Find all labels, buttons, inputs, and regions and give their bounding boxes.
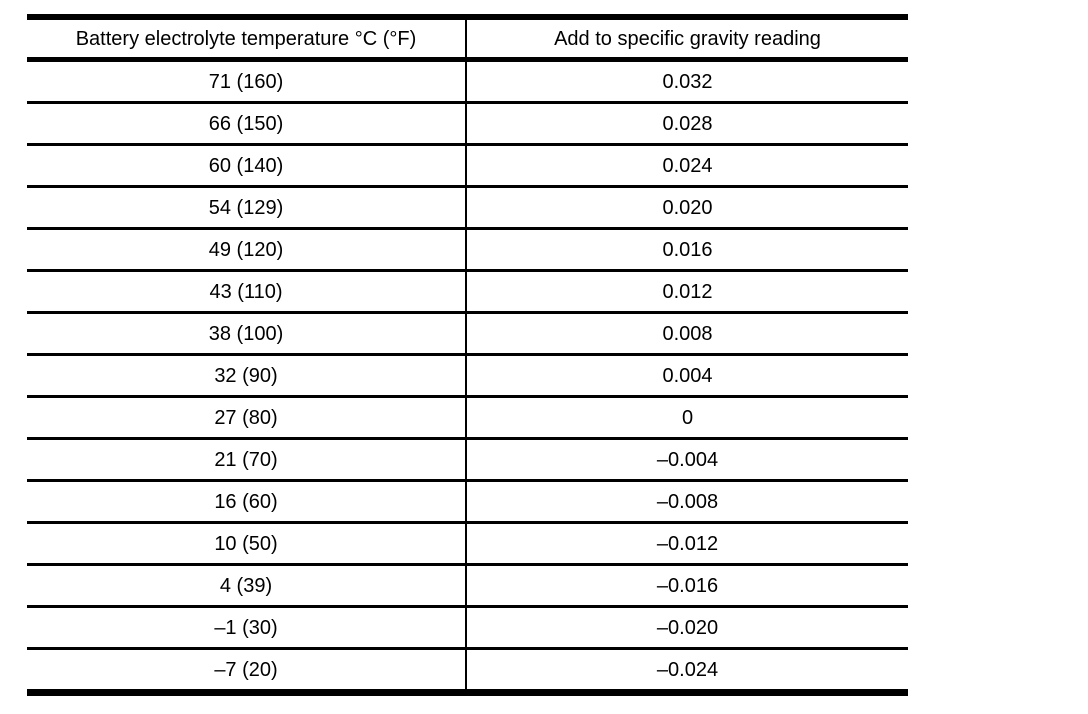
table-row: 38 (100) 0.008 — [27, 312, 908, 356]
temperature-cell: –1 (30) — [27, 606, 466, 650]
temperature-cell: 49 (120) — [27, 228, 466, 272]
table-row: 43 (110) 0.012 — [27, 270, 908, 314]
table-row: 10 (50) –0.012 — [27, 522, 908, 566]
temperature-cell: 60 (140) — [27, 144, 466, 188]
table-row: 54 (129) 0.020 — [27, 186, 908, 230]
gravity-correction-cell: –0.020 — [465, 606, 908, 650]
header-row: Battery electrolyte temperature °C (°F) … — [27, 17, 908, 62]
table-row: 21 (70) –0.004 — [27, 438, 908, 482]
gravity-correction-cell: 0.032 — [465, 59, 908, 104]
temperature-cell: 10 (50) — [27, 522, 466, 566]
column-header-gravity-correction: Add to specific gravity reading — [465, 17, 908, 62]
gravity-correction-cell: 0.020 — [465, 186, 908, 230]
temperature-cell: 16 (60) — [27, 480, 466, 524]
gravity-correction-cell: 0 — [465, 396, 908, 440]
gravity-correction-cell: –0.012 — [465, 522, 908, 566]
temperature-cell: 32 (90) — [27, 354, 466, 398]
gravity-correction-cell: 0.016 — [465, 228, 908, 272]
electrolyte-temperature-correction-table: Battery electrolyte temperature °C (°F) … — [27, 14, 908, 696]
temperature-cell: 4 (39) — [27, 564, 466, 608]
gravity-correction-cell: –0.024 — [465, 648, 908, 693]
table-row: 49 (120) 0.016 — [27, 228, 908, 272]
temperature-cell: 38 (100) — [27, 312, 466, 356]
gravity-correction-cell: –0.004 — [465, 438, 908, 482]
gravity-correction-cell: 0.024 — [465, 144, 908, 188]
gravity-correction-cell: 0.012 — [465, 270, 908, 314]
table-row: –7 (20) –0.024 — [27, 648, 908, 693]
gravity-correction-cell: 0.008 — [465, 312, 908, 356]
temperature-cell: 21 (70) — [27, 438, 466, 482]
table-row: 32 (90) 0.004 — [27, 354, 908, 398]
temperature-cell: 27 (80) — [27, 396, 466, 440]
gravity-correction-cell: –0.016 — [465, 564, 908, 608]
gravity-correction-cell: –0.008 — [465, 480, 908, 524]
temperature-cell: 43 (110) — [27, 270, 466, 314]
gravity-correction-cell: 0.028 — [465, 102, 908, 146]
temperature-cell: 54 (129) — [27, 186, 466, 230]
table-row: 4 (39) –0.016 — [27, 564, 908, 608]
column-header-temperature: Battery electrolyte temperature °C (°F) — [27, 17, 466, 62]
table-row: 66 (150) 0.028 — [27, 102, 908, 146]
temperature-cell: 66 (150) — [27, 102, 466, 146]
table-row: –1 (30) –0.020 — [27, 606, 908, 650]
table-body: 71 (160) 0.032 66 (150) 0.028 60 (140) 0.024 5… — [27, 59, 908, 693]
table-row: 60 (140) 0.024 — [27, 144, 908, 188]
table-row: 16 (60) –0.008 — [27, 480, 908, 524]
temperature-cell: 71 (160) — [27, 59, 466, 104]
table-row: 71 (160) 0.032 — [27, 59, 908, 104]
gravity-correction-cell: 0.004 — [465, 354, 908, 398]
temperature-cell: –7 (20) — [214, 658, 278, 681]
table-header: Battery electrolyte temperature °C (°F) … — [27, 17, 908, 62]
table-row: 27 (80) 0 — [27, 396, 908, 440]
